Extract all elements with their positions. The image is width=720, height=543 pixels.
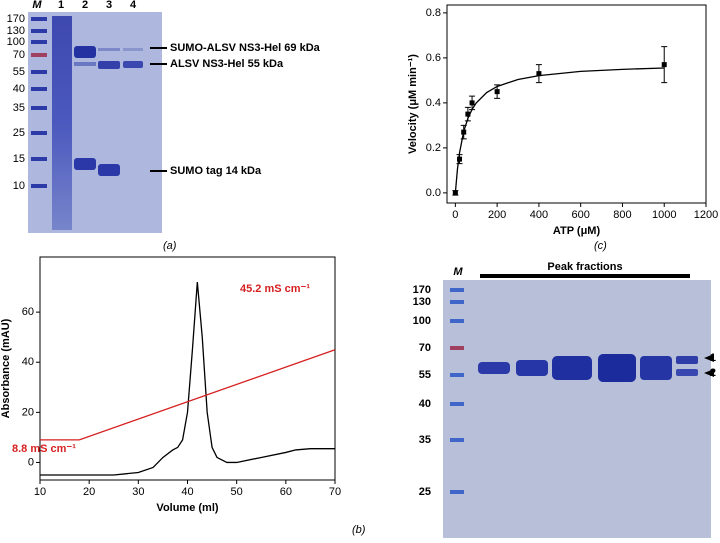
marker-band [450,490,464,494]
band-label: 2 [710,367,716,379]
marker-label: 170 [413,284,431,296]
marker-band [450,300,464,304]
point [457,156,463,162]
marker-band [450,373,464,377]
marker-label: 25 [419,486,431,498]
marker-label: 10 [13,180,25,192]
y-tick-label: 40 [22,356,34,368]
x-tick-label: 10 [34,486,46,498]
y-tick-label: 0 [28,456,34,468]
x-tick-label: 60 [280,486,292,498]
caption: (a) [163,240,177,252]
marker-label: 40 [13,83,25,95]
marker-band [31,157,47,161]
y-tick-label: 20 [22,406,34,418]
point [469,100,475,106]
band-label: ALSV NS3-Hel 55 kDa [170,58,284,70]
plot-frame [446,4,707,204]
marker-band [31,17,47,21]
y-axis-label: Absorbance (mAU) [0,318,12,418]
y-tick-label: 0.8 [426,7,441,19]
marker-band [450,288,464,292]
lane-label: 4 [130,0,137,11]
marker-band [31,40,47,44]
x-tick-label: 200 [488,209,506,221]
series-line [454,67,665,193]
marker-band [31,70,47,74]
x-axis-label: Volume (ml) [156,502,218,514]
marker-band [450,438,464,442]
marker-band [31,131,47,135]
x-tick-label: 70 [329,486,341,498]
marker-band [450,346,464,350]
y-tick-label: 0.6 [426,52,441,64]
x-axis-label: ATP (μM) [553,225,601,237]
x-tick-label: 1000 [652,209,676,221]
marker-label: 130 [413,296,431,308]
y-axis-label: Velocity (μM min⁻¹) [407,54,419,154]
point [536,71,542,77]
marker-label: 100 [7,36,25,48]
lane-label: 2 [82,0,88,11]
marker-label: 35 [13,102,25,114]
marker-label: 35 [419,434,431,446]
point [494,89,500,95]
marker-band [450,402,464,406]
band-label: 1 [710,352,716,364]
band-label: SUMO-ALSV NS3-Hel 69 kDa [170,42,321,54]
x-tick-label: 30 [132,486,144,498]
band-label: SUMO tag 14 kDa [170,165,262,177]
series-line [40,281,335,476]
x-tick-label: 40 [181,486,193,498]
marker-label: 55 [419,369,431,381]
annotation: 8.8 mS cm⁻¹ [12,443,76,455]
marker-label: 25 [13,127,25,139]
caption: (c) [594,240,607,252]
marker-label: 40 [419,398,431,410]
x-tick-label: 1200 [694,209,718,221]
marker-band [31,53,47,57]
x-tick-label: 0 [452,209,458,221]
lane-label: M [453,266,463,278]
lane-label: 3 [106,0,112,11]
gel-a [28,12,162,233]
marker-label: 170 [7,13,25,25]
x-tick-label: 600 [571,209,589,221]
gel-d [443,274,714,538]
series-line [40,349,336,441]
marker-label: 15 [13,153,25,165]
lane-label: 1 [58,0,64,11]
lane-label: M [32,0,42,11]
marker-band [31,87,47,91]
y-tick-label: 0.0 [426,187,441,199]
annotation: 45.2 mS cm⁻¹ [240,283,310,295]
marker-label: 70 [13,49,25,61]
x-tick-label: 400 [530,209,548,221]
marker-label: 130 [7,25,25,37]
marker-band [31,184,47,188]
x-tick-label: 800 [613,209,631,221]
point [465,111,471,117]
marker-band [31,29,47,33]
marker-label: 70 [419,342,431,354]
y-tick-label: 0.2 [426,142,441,154]
x-tick-label: 50 [231,486,243,498]
x-tick-label: 20 [83,486,95,498]
marker-label: 55 [13,66,25,78]
header: Peak fractions [547,261,622,273]
y-tick-label: 0.4 [426,97,441,109]
point [661,62,667,68]
marker-band [31,106,47,110]
marker-band [450,319,464,323]
marker-label: 100 [413,315,431,327]
caption: (b) [352,524,366,536]
y-tick-label: 60 [22,306,34,318]
